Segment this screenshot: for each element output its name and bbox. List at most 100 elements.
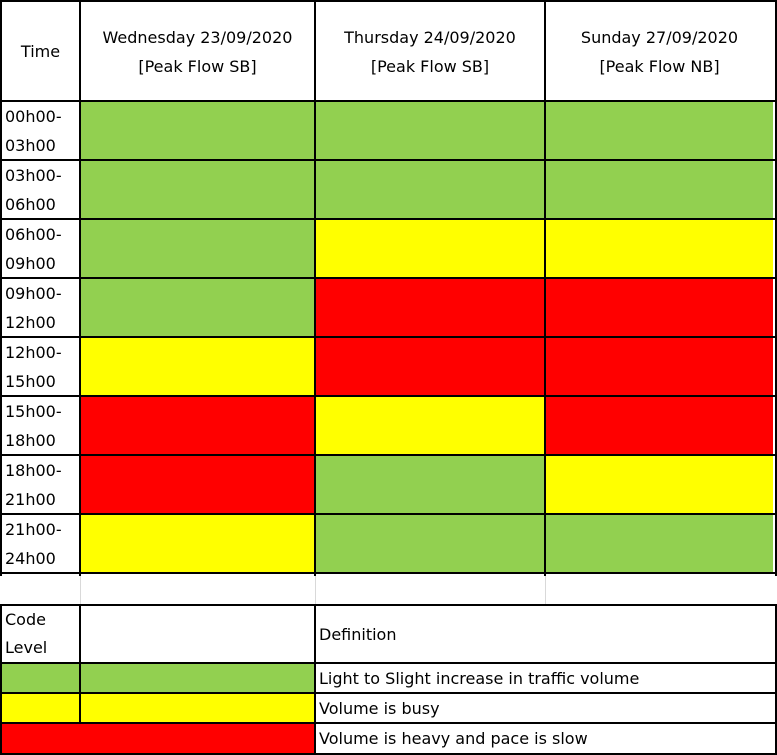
spacer-gridline bbox=[545, 576, 546, 604]
table-border-line bbox=[0, 0, 777, 2]
table-border-line bbox=[0, 722, 777, 724]
header-time-cell: Time bbox=[2, 2, 79, 101]
legend-definition-text: Volume is busy bbox=[319, 699, 440, 718]
level-cell-red bbox=[316, 338, 544, 395]
level-cell-green bbox=[546, 161, 773, 218]
level-cell-red bbox=[81, 397, 314, 454]
level-cell-red bbox=[546, 338, 773, 395]
time-cell: 15h00- 18h00 bbox=[2, 397, 79, 454]
level-cell-green bbox=[81, 220, 314, 277]
header-day-label: Sunday 27/09/2020 bbox=[580, 27, 739, 47]
header-day-thursday: Thursday 24/09/2020 [Peak Flow SB] bbox=[316, 2, 544, 101]
legend-definition-text: Light to Slight increase in traffic volu… bbox=[319, 669, 640, 688]
table-border-line bbox=[0, 604, 777, 606]
header-day-sunday: Sunday 27/09/2020 [Peak Flow NB] bbox=[546, 2, 773, 101]
level-cell-green bbox=[81, 161, 314, 218]
legend-level-label: Level bbox=[5, 638, 48, 657]
level-cell-red bbox=[546, 397, 773, 454]
table-border-line bbox=[0, 277, 777, 279]
table-border-line bbox=[0, 100, 777, 102]
table-border-line bbox=[0, 395, 777, 397]
level-cell-red bbox=[316, 279, 544, 336]
time-cell: 09h00- 12h00 bbox=[2, 279, 79, 336]
spacer-gridline bbox=[315, 576, 316, 604]
table-border-line bbox=[0, 336, 777, 338]
table-border-line bbox=[0, 0, 2, 576]
time-start: 12h00- bbox=[5, 343, 62, 362]
time-cell: 12h00- 15h00 bbox=[2, 338, 79, 395]
table-border-line bbox=[0, 604, 2, 755]
level-cell-yellow bbox=[81, 338, 314, 395]
header-flow-label: [Peak Flow SB] bbox=[370, 56, 490, 76]
level-cell-red bbox=[81, 456, 314, 513]
legend-definition-label: Definition bbox=[319, 625, 397, 644]
table-border-line bbox=[0, 572, 777, 574]
time-cell: 06h00- 09h00 bbox=[2, 220, 79, 277]
time-start: 03h00- bbox=[5, 166, 62, 185]
level-cell-green bbox=[316, 161, 544, 218]
legend-swatch-red bbox=[2, 724, 314, 753]
time-end: 21h00 bbox=[5, 490, 56, 509]
time-end: 18h00 bbox=[5, 431, 56, 450]
time-start: 09h00- bbox=[5, 284, 62, 303]
level-cell-green bbox=[546, 515, 773, 572]
time-end: 12h00 bbox=[5, 313, 56, 332]
table-border-line bbox=[314, 0, 316, 576]
legend-definition-header: Definition bbox=[316, 606, 773, 662]
legend-swatch-yellow bbox=[81, 694, 314, 722]
table-border-line bbox=[0, 454, 777, 456]
time-cell: 21h00- 24h00 bbox=[2, 515, 79, 572]
header-day-label: Wednesday 23/09/2020 bbox=[102, 27, 293, 47]
table-border-line bbox=[544, 0, 546, 576]
header-flow-label: [Peak Flow SB] bbox=[138, 56, 257, 76]
table-border-line bbox=[79, 604, 81, 722]
table-border-line bbox=[0, 692, 777, 694]
level-cell-yellow bbox=[546, 220, 773, 277]
time-end: 24h00 bbox=[5, 549, 56, 568]
table-border-line bbox=[775, 604, 777, 755]
time-start: 18h00- bbox=[5, 461, 62, 480]
table-border-line bbox=[0, 159, 777, 161]
table-border-line bbox=[0, 662, 777, 664]
level-cell-yellow bbox=[546, 456, 773, 513]
time-cell: 18h00- 21h00 bbox=[2, 456, 79, 513]
level-cell-green bbox=[546, 102, 773, 159]
time-start: 21h00- bbox=[5, 520, 62, 539]
table-border-line bbox=[79, 0, 81, 576]
spacer-gridline bbox=[80, 576, 81, 604]
level-cell-yellow bbox=[316, 220, 544, 277]
legend-code-label: Code bbox=[5, 610, 46, 629]
table-border-line bbox=[0, 513, 777, 515]
header-day-label: Thursday 24/09/2020 bbox=[344, 27, 516, 47]
legend-swatch-yellow bbox=[2, 694, 79, 722]
legend-swatch-green bbox=[81, 664, 314, 692]
legend-swatch-green bbox=[2, 664, 79, 692]
time-end: 03h00 bbox=[5, 136, 56, 155]
level-cell-green bbox=[316, 102, 544, 159]
level-cell-green bbox=[81, 102, 314, 159]
level-cell-red bbox=[546, 279, 773, 336]
time-start: 15h00- bbox=[5, 402, 62, 421]
header-day-wednesday: Wednesday 23/09/2020 [Peak Flow SB] bbox=[81, 2, 314, 101]
level-cell-yellow bbox=[316, 397, 544, 454]
table-border-line bbox=[0, 218, 777, 220]
time-end: 15h00 bbox=[5, 372, 56, 391]
table-border-line bbox=[0, 753, 777, 755]
level-cell-green bbox=[316, 515, 544, 572]
time-end: 09h00 bbox=[5, 254, 56, 273]
time-start: 06h00- bbox=[5, 225, 62, 244]
time-cell: 00h00- 03h00 bbox=[2, 102, 79, 159]
level-cell-green bbox=[81, 279, 314, 336]
header-time-label: Time bbox=[20, 42, 61, 61]
legend-definition-text: Volume is heavy and pace is slow bbox=[319, 729, 588, 748]
table-border-line bbox=[314, 604, 316, 755]
legend-code-level-cell: Code Level bbox=[2, 606, 79, 662]
level-cell-yellow bbox=[81, 515, 314, 572]
header-flow-label: [Peak Flow NB] bbox=[599, 56, 720, 76]
level-cell-green bbox=[316, 456, 544, 513]
time-end: 06h00 bbox=[5, 195, 56, 214]
time-cell: 03h00- 06h00 bbox=[2, 161, 79, 218]
time-start: 00h00- bbox=[5, 107, 62, 126]
table-border-line bbox=[775, 0, 777, 576]
